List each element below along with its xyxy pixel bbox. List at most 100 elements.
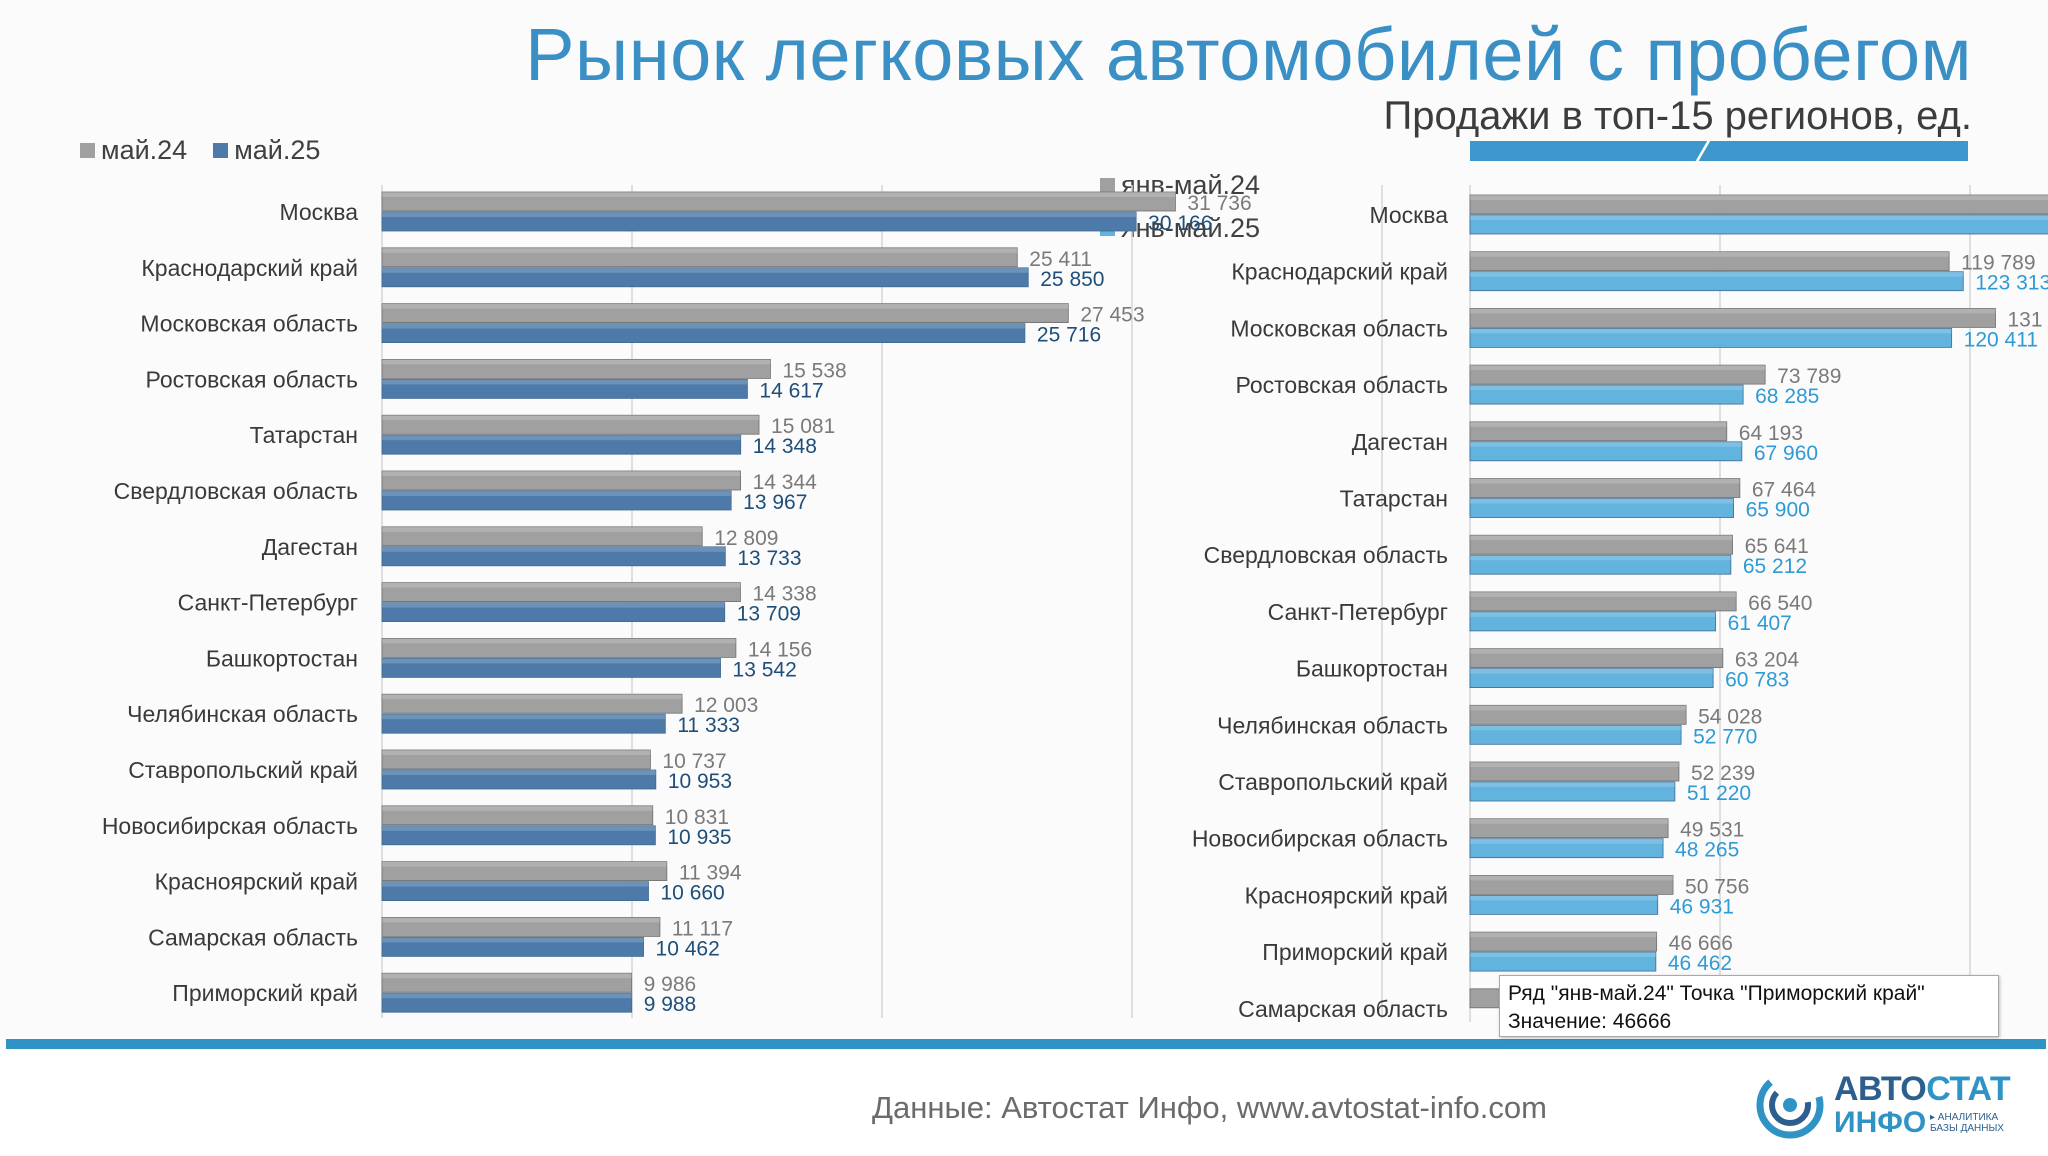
data-label: 52 239 bbox=[1691, 762, 1755, 785]
bar-1-0 bbox=[1469, 988, 1501, 1009]
bar-1-0 bbox=[1469, 648, 1724, 668]
legend-swatch-may25 bbox=[213, 143, 229, 158]
bar-0-0 bbox=[381, 470, 742, 491]
bar-shine bbox=[1470, 498, 1734, 504]
bar-1-0 bbox=[1469, 421, 1728, 442]
data-label: 14 617 bbox=[759, 379, 823, 402]
data-label: 46 666 bbox=[1669, 932, 1733, 955]
category-label: Красноярский край bbox=[1245, 882, 1448, 908]
bar-shine bbox=[1470, 705, 1687, 711]
page-title: Рынок легковых автомобилей с пробегом bbox=[525, 13, 1972, 96]
bar-1-1 bbox=[1469, 838, 1664, 859]
data-label: 54 028 bbox=[1698, 705, 1762, 728]
category-label: Московская область bbox=[140, 311, 358, 337]
data-label: 46 462 bbox=[1668, 952, 1732, 975]
category-label: Ставропольский край bbox=[128, 757, 358, 783]
data-label: 50 756 bbox=[1685, 875, 1749, 898]
category-label: Красноярский край bbox=[155, 869, 358, 895]
bar-shine bbox=[382, 770, 656, 775]
data-label: 51 220 bbox=[1687, 782, 1751, 805]
page-subtitle: Продажи в топ-15 регионов, ед. bbox=[1383, 94, 1972, 138]
bar-1-1 bbox=[1469, 498, 1735, 518]
bar-0-1 bbox=[381, 825, 656, 846]
category-label: Санкт-Петербург bbox=[178, 590, 358, 616]
bar-shine bbox=[1470, 535, 1733, 541]
bar-1-1 bbox=[1469, 611, 1717, 632]
category-label: Дагестан bbox=[262, 534, 358, 560]
bar-shine bbox=[1470, 725, 1682, 731]
category-label: Краснодарский край bbox=[1231, 259, 1448, 285]
bar-shine bbox=[1470, 328, 1952, 334]
bar-0-0 bbox=[381, 917, 661, 937]
bar-shine bbox=[1470, 441, 1742, 447]
category-label: Новосибирская область bbox=[1192, 826, 1448, 852]
category-label: Москва bbox=[1369, 202, 1448, 228]
bar-shine bbox=[382, 323, 1025, 329]
data-label: 67 464 bbox=[1752, 479, 1817, 502]
bar-0-1 bbox=[381, 323, 1026, 344]
bar-shine bbox=[1470, 365, 1766, 371]
tooltip-line1: Ряд "янв-май.24" Точка "Приморский край" bbox=[1508, 982, 1925, 1005]
bar-shine bbox=[382, 379, 748, 385]
bar-shine bbox=[382, 917, 660, 923]
data-label: 14 338 bbox=[752, 583, 816, 606]
bar-1-0 bbox=[1469, 478, 1741, 498]
category-label: Челябинская область bbox=[1217, 712, 1448, 738]
data-label: 10 935 bbox=[667, 826, 731, 849]
data-label: 13 542 bbox=[733, 658, 797, 681]
bar-1-1 bbox=[1469, 327, 1953, 348]
bar-shine bbox=[1470, 555, 1731, 561]
bar-0-0 bbox=[381, 191, 1176, 212]
bar-shine bbox=[382, 937, 644, 943]
category-label: Санкт-Петербург bbox=[1268, 599, 1448, 625]
bar-shine bbox=[1470, 478, 1740, 484]
bar-shine bbox=[1470, 215, 2048, 220]
bar-shine bbox=[382, 359, 771, 365]
data-label: 12 809 bbox=[714, 527, 778, 550]
bar-1-0 bbox=[1469, 307, 1996, 328]
category-label: Ростовская область bbox=[1235, 372, 1448, 398]
bar-shine bbox=[382, 247, 1018, 253]
data-label: 73 789 bbox=[1777, 365, 1841, 388]
bar-shine bbox=[382, 750, 651, 755]
logo-swirl-icon bbox=[1756, 1071, 1824, 1139]
bar-1-1 bbox=[1469, 895, 1659, 915]
data-label: 123 313 bbox=[1975, 272, 2048, 295]
bar-shine bbox=[382, 658, 721, 664]
bar-shine bbox=[382, 546, 726, 552]
bar-1-0 bbox=[1469, 251, 1950, 272]
bar-0-1 bbox=[381, 546, 726, 567]
bar-1-0 bbox=[1469, 875, 1674, 895]
bar-1-0 bbox=[1469, 364, 1766, 385]
bar-shine bbox=[382, 602, 725, 608]
category-label: Краснодарский край bbox=[141, 255, 358, 281]
bar-1-0 bbox=[1469, 194, 2048, 215]
data-label: 15 081 bbox=[771, 415, 835, 438]
legend-swatch-janmay24 bbox=[1100, 178, 1115, 193]
data-label: 65 900 bbox=[1746, 499, 1810, 522]
bar-shine bbox=[1470, 818, 1669, 824]
data-label: 64 193 bbox=[1739, 422, 1803, 445]
category-label: Новосибирская область bbox=[102, 813, 358, 839]
data-label: 63 204 bbox=[1735, 649, 1800, 672]
bar-shine bbox=[382, 973, 632, 979]
data-label: 14 344 bbox=[753, 471, 818, 494]
data-label: 11 117 bbox=[672, 917, 733, 940]
bar-shine bbox=[1470, 875, 1674, 881]
bar-shine bbox=[382, 582, 741, 588]
bar-0-0 bbox=[381, 526, 703, 547]
legend-left: май.24 май.25 bbox=[80, 135, 320, 166]
data-label: 14 156 bbox=[748, 638, 812, 661]
bar-shine bbox=[382, 471, 741, 476]
bar-shine bbox=[1470, 251, 1950, 257]
legend-swatch-may24 bbox=[80, 143, 95, 158]
bar-shine bbox=[382, 805, 653, 811]
bar-1-0 bbox=[1469, 534, 1733, 555]
category-label: Свердловская область bbox=[114, 478, 358, 504]
bar-1-1 bbox=[1469, 441, 1743, 462]
footer-divider bbox=[6, 1039, 2046, 1049]
bar-shine bbox=[382, 881, 649, 887]
bar-shine bbox=[1470, 762, 1679, 767]
data-label: 10 462 bbox=[656, 937, 720, 960]
